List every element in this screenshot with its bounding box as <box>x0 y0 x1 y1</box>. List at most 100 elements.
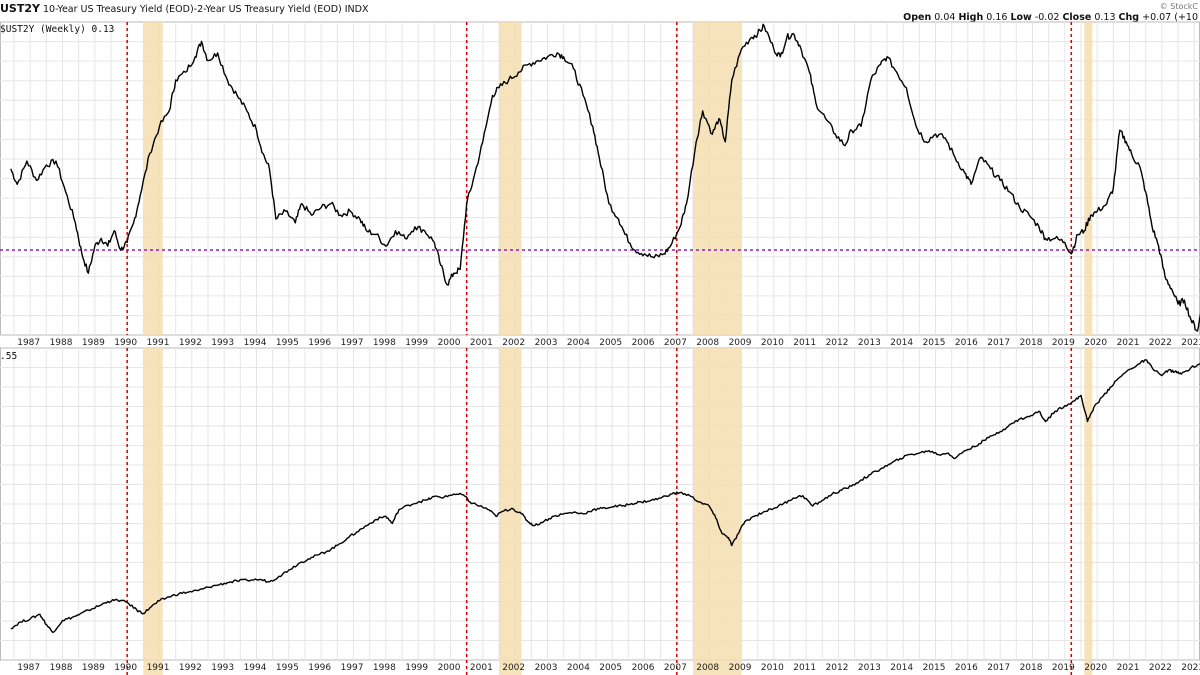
x-tick-label: 1993 <box>211 338 234 348</box>
x-tick-label: 1998 <box>373 663 396 673</box>
x-tick-label: 1993 <box>211 663 234 673</box>
x-tick-label: 2020 <box>1084 338 1107 348</box>
x-tick-label: 1990 <box>114 338 137 348</box>
top-panel-legend: $UST2Y (Weekly) 0.13 <box>0 24 115 35</box>
high-label: High <box>958 12 984 23</box>
x-tick-label: 1994 <box>244 338 267 348</box>
x-tick-label: 1989 <box>82 338 105 348</box>
chart-title: UST2Y 10-Year US Treasury Yield (EOD)-2-… <box>0 2 368 15</box>
x-tick-label: 1991 <box>147 338 170 348</box>
x-tick-label: 2021 <box>1117 338 1140 348</box>
x-tick-label: 1991 <box>147 663 170 673</box>
x-tick-label: 1998 <box>373 338 396 348</box>
recession-shading <box>693 348 742 675</box>
x-tick-label: 2010 <box>761 338 784 348</box>
x-tick-label: 1990 <box>114 663 137 673</box>
x-tick-label: 1997 <box>341 338 364 348</box>
open-label: Open <box>903 12 932 23</box>
exchange-label: INDX <box>344 4 369 15</box>
symbol-description: 10-Year US Treasury Yield (EOD)-2-Year U… <box>43 4 342 15</box>
x-tick-label: 1996 <box>308 338 331 348</box>
ohlc-stats: Open 0.04 High 0.16 Low -0.02 Close 0.13… <box>903 12 1198 23</box>
x-tick-label: 2004 <box>567 338 590 348</box>
x-tick-label: 2002 <box>502 338 525 348</box>
recession-shading <box>143 22 163 335</box>
x-tick-label: 1994 <box>244 663 267 673</box>
x-tick-label: 1988 <box>50 663 73 673</box>
high-value: 0.16 <box>986 12 1008 23</box>
x-tick-label: 2003 <box>535 338 558 348</box>
x-tick-label: 1995 <box>276 663 299 673</box>
x-tick-label: 2016 <box>955 663 978 673</box>
x-tick-label: 2018 <box>1020 663 1043 673</box>
x-tick-label: 2007 <box>664 338 687 348</box>
x-tick-label: 2020 <box>1084 663 1107 673</box>
x-tick-label: 2017 <box>987 338 1010 348</box>
x-tick-label: 2023 <box>1181 663 1200 673</box>
recession-shading <box>1084 348 1093 675</box>
x-tick-label: 2003 <box>535 663 558 673</box>
x-tick-label: 2023 <box>1181 338 1200 348</box>
x-tick-label: 1992 <box>179 338 202 348</box>
x-tick-label: 2017 <box>987 663 1010 673</box>
recession-shading <box>499 348 522 675</box>
x-tick-label: 2015 <box>923 663 946 673</box>
x-tick-label: 2019 <box>1052 663 1075 673</box>
x-tick-label: 1992 <box>179 663 202 673</box>
x-tick-label: 2001 <box>470 663 493 673</box>
x-tick-label: 2007 <box>664 663 687 673</box>
x-tick-label: 2000 <box>438 663 461 673</box>
symbol-label: UST2Y <box>0 2 40 15</box>
stockcharts-watermark: © StockC <box>1159 2 1198 11</box>
x-tick-label: 1987 <box>17 338 40 348</box>
x-tick-label: 2016 <box>955 338 978 348</box>
x-tick-label: 2006 <box>632 338 655 348</box>
x-tick-label: 2013 <box>858 338 881 348</box>
x-tick-label: 2018 <box>1020 338 1043 348</box>
low-label: Low <box>1010 12 1032 23</box>
x-tick-label: 1987 <box>17 663 40 673</box>
x-tick-label: 2000 <box>438 338 461 348</box>
x-tick-label: 2008 <box>696 663 719 673</box>
x-tick-label: 1997 <box>341 663 364 673</box>
x-tick-label: 2022 <box>1149 663 1172 673</box>
x-tick-label: 2008 <box>696 338 719 348</box>
x-tick-label: 2022 <box>1149 338 1172 348</box>
x-tick-label: 1989 <box>82 663 105 673</box>
bottom-panel-legend: .55 <box>0 351 18 362</box>
x-tick-label: 1999 <box>405 338 428 348</box>
open-value: 0.04 <box>934 12 956 23</box>
close-value: 0.13 <box>1094 12 1116 23</box>
chg-label: Chg <box>1118 12 1140 23</box>
recession-shading <box>499 22 522 335</box>
x-tick-label: 2012 <box>826 663 849 673</box>
x-tick-label: 2005 <box>599 663 622 673</box>
recession-shading <box>1084 22 1093 335</box>
x-tick-label: 2015 <box>923 338 946 348</box>
series-line <box>10 23 1200 332</box>
x-tick-label: 2004 <box>567 663 590 673</box>
close-label: Close <box>1062 12 1092 23</box>
x-tick-label: 2021 <box>1117 663 1140 673</box>
chg-value: +0.07 (+10 <box>1142 12 1198 23</box>
x-tick-label: 1995 <box>276 338 299 348</box>
x-tick-label: 2009 <box>729 338 752 348</box>
x-tick-label: 2006 <box>632 663 655 673</box>
x-tick-label: 2002 <box>502 663 525 673</box>
x-tick-label: 2001 <box>470 338 493 348</box>
series-line <box>10 359 1200 634</box>
x-tick-label: 2014 <box>890 338 913 348</box>
x-tick-label: 2011 <box>793 338 816 348</box>
x-tick-label: 2009 <box>729 663 752 673</box>
x-tick-label: 1988 <box>50 338 73 348</box>
x-tick-label: 1999 <box>405 663 428 673</box>
x-tick-label: 2019 <box>1052 338 1075 348</box>
x-tick-label: 2013 <box>858 663 881 673</box>
recession-shading <box>143 348 163 675</box>
x-tick-label: 2005 <box>599 338 622 348</box>
x-tick-label: 2011 <box>793 663 816 673</box>
low-value: -0.02 <box>1034 12 1060 23</box>
x-tick-label: 2014 <box>890 663 913 673</box>
x-tick-label: 1996 <box>308 663 331 673</box>
